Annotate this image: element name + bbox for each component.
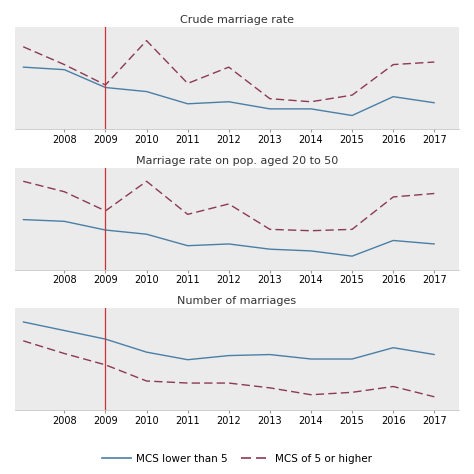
Legend: MCS lower than 5, MCS of 5 or higher: MCS lower than 5, MCS of 5 or higher — [98, 449, 376, 468]
Title: Number of marriages: Number of marriages — [177, 296, 297, 306]
Title: Crude marriage rate: Crude marriage rate — [180, 15, 294, 25]
Title: Marriage rate on pop. aged 20 to 50: Marriage rate on pop. aged 20 to 50 — [136, 155, 338, 165]
